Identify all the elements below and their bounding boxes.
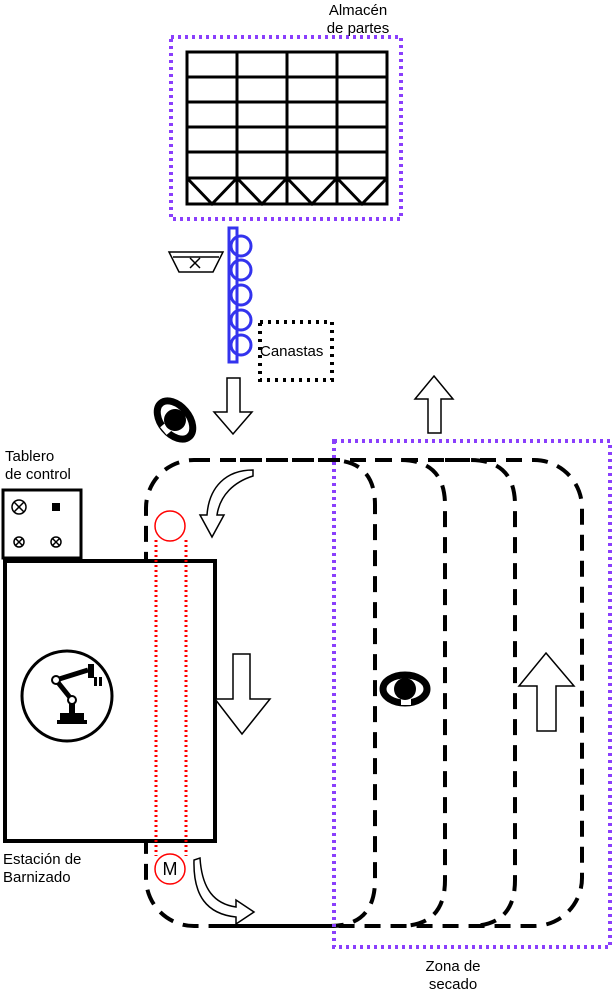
drying-zone-border [332, 439, 612, 949]
baskets-label: Canastas [260, 343, 324, 360]
warehouse-label: Almacén de partes [326, 2, 390, 37]
blue-conveyor [227, 226, 253, 364]
curved-arrow-icon [198, 469, 254, 539]
control-board-label: Tablero de control [5, 448, 71, 483]
control-indicator-icon [50, 536, 62, 548]
motor-label: M [162, 859, 178, 879]
arrow-up-icon [517, 651, 576, 732]
control-indicator-icon [11, 499, 27, 515]
red-chain-conveyor [154, 510, 188, 885]
drying-zone-label: Zona de secado [425, 958, 481, 993]
control-switch-icon [52, 503, 60, 511]
varnish-station-label: Estación de Barnizado [3, 851, 82, 886]
arrow-up-icon [413, 374, 455, 434]
curved-arrow-icon [193, 856, 256, 926]
basket-icon [167, 251, 225, 273]
operator-2-person-icon [379, 671, 431, 707]
conveyor-lane-1 [220, 458, 377, 928]
arrow-down-icon [212, 377, 254, 436]
warehouse-rack [185, 50, 389, 207]
conveyor-lane-3 [445, 458, 517, 928]
control-indicator-icon [13, 536, 25, 548]
operator-1-person-icon [153, 397, 197, 443]
control-board [1, 488, 83, 560]
robot-arm-icon [20, 649, 114, 743]
arrow-down-icon [213, 653, 272, 736]
conveyor-lane-2 [375, 458, 447, 928]
warehouse-zone-border [169, 35, 403, 221]
